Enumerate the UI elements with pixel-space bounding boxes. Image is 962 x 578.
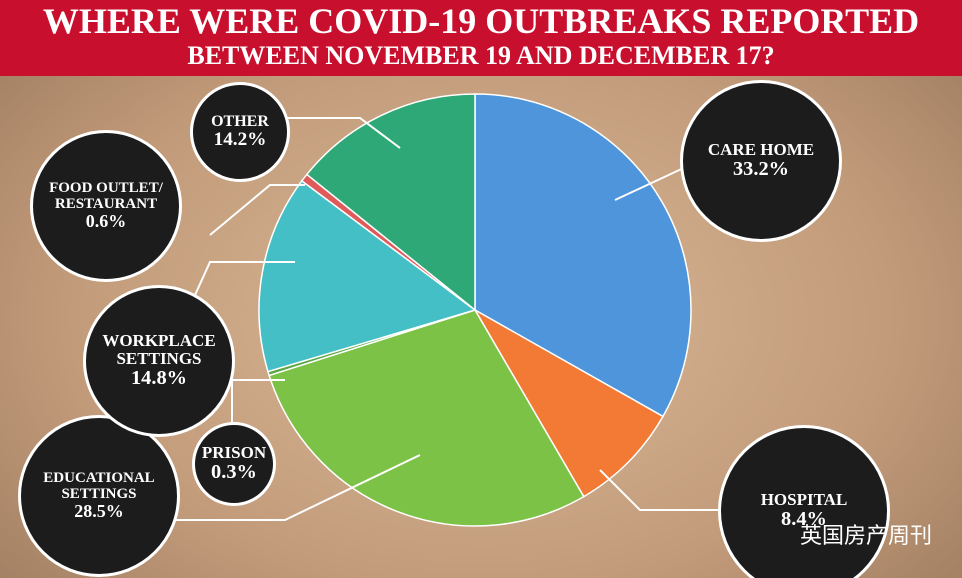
slice-label: WORKPLACE SETTINGS 14.8% [83, 285, 235, 437]
slice-label: EDUCATIONAL SETTINGS 28.5% [18, 415, 180, 577]
category-label: PRISON [201, 443, 267, 463]
category-label: EDUCATIONAL SETTINGS [43, 469, 155, 502]
chart-title: WHERE WERE COVID-19 OUTBREAKS REPORTED [42, 1, 920, 41]
category-label: HOSPITAL [760, 490, 848, 510]
leader-lines [170, 117, 720, 521]
slice-label: HOSPITAL 8.4% [718, 425, 890, 578]
pie-slice [305, 93, 476, 312]
leader-line [599, 469, 720, 511]
chart-subtitle: BETWEEN NOVEMBER 19 AND DECEMBER 17? [187, 41, 775, 70]
slice-label: PRISON 0.3% [192, 422, 276, 506]
slice-label: OTHER 14.2% [190, 82, 290, 182]
slice-label: FOOD OUTLET/ RESTAURANT 0.6% [30, 130, 182, 282]
value-label: 33.2% [732, 158, 790, 181]
category-label: OTHER [211, 112, 269, 130]
pie [258, 93, 692, 527]
pie-slice [472, 307, 664, 498]
category-label: WORKPLACE SETTINGS [102, 331, 216, 369]
watermark: 英国房产周刊 [799, 524, 932, 549]
leader-line [614, 164, 691, 201]
leader-line [270, 117, 401, 149]
leader-line [209, 184, 305, 236]
pie-slice [268, 309, 585, 527]
value-label: 0.6% [85, 211, 127, 232]
leader-line [170, 454, 421, 521]
value-label: 0.3% [211, 461, 257, 484]
value-label: 14.2% [213, 129, 267, 151]
leader-line [194, 261, 295, 296]
pie-slice [474, 93, 692, 418]
value-label: 28.5% [74, 501, 124, 522]
category-label: FOOD OUTLET/ RESTAURANT [49, 179, 163, 212]
title-bar: WHERE WERE COVID-19 OUTBREAKS REPORTED B… [0, 0, 962, 76]
pie-slice [258, 179, 477, 373]
value-label: 14.8% [130, 367, 188, 390]
category-label: CARE HOME [707, 140, 815, 160]
value-label: 8.4% [781, 508, 827, 531]
slice-label: CARE HOME 33.2% [680, 80, 842, 242]
